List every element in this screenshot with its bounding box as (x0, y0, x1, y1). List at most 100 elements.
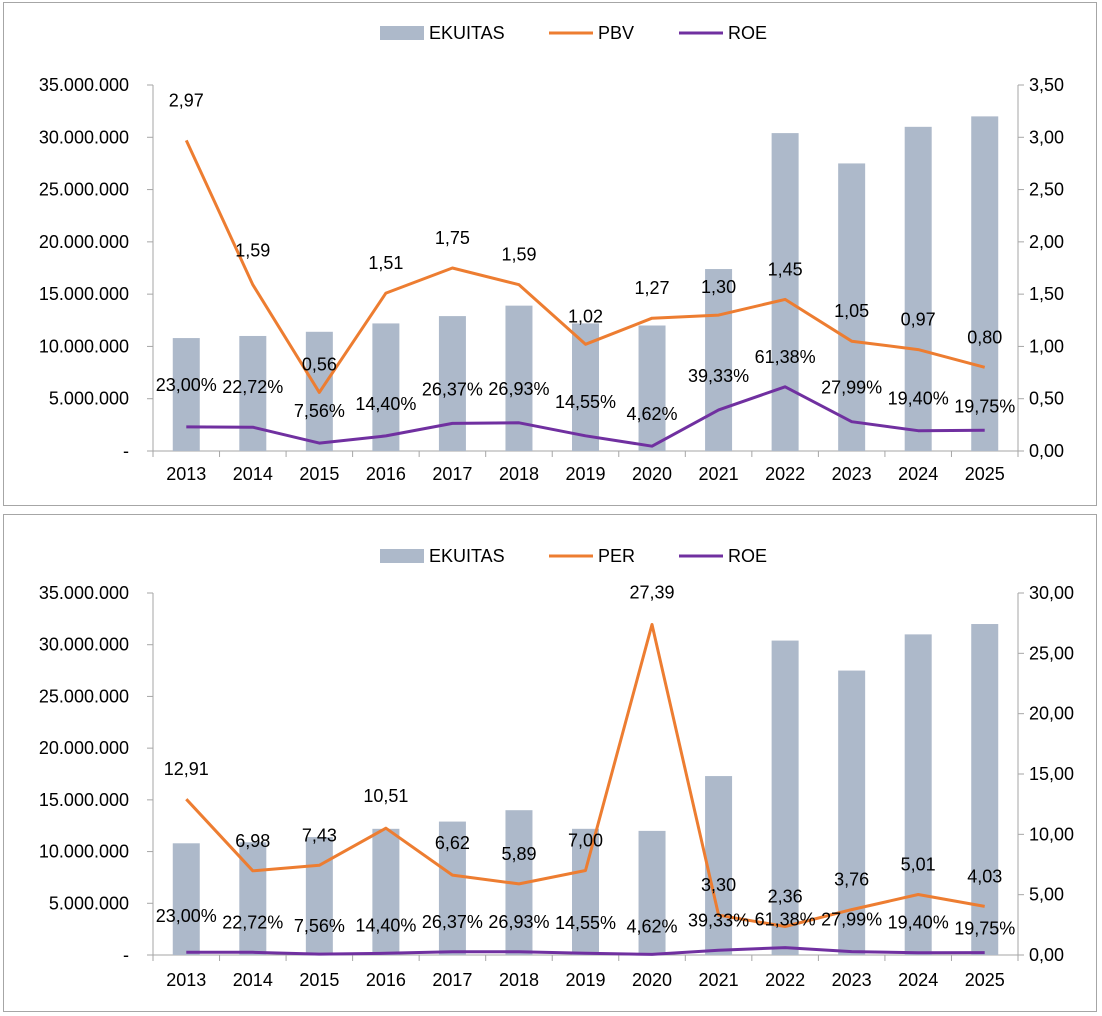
data-label-pbv: 1,51 (368, 253, 403, 273)
data-label-per: 3,30 (701, 875, 736, 895)
bar-ekuitas (572, 828, 599, 955)
x-axis-tick-label: 2022 (765, 464, 805, 484)
data-label-pbv: 0,97 (901, 310, 936, 330)
data-label-per: 6,98 (235, 831, 270, 851)
legend-label-per: PER (598, 546, 635, 566)
data-label-per: 7,00 (568, 831, 603, 851)
right-axis-tick-label: 25,00 (1029, 643, 1074, 663)
left-axis-tick-label: 25.000.000 (39, 180, 129, 200)
x-axis-tick-label: 2020 (632, 464, 672, 484)
left-axis-tick-label: 25.000.000 (39, 686, 129, 706)
left-axis-tick-label: 15.000.000 (39, 284, 129, 304)
line-pbv (184, 139, 986, 394)
data-label-roe: 61,38% (755, 347, 816, 367)
data-label-roe: 19,40% (888, 913, 949, 933)
data-label-pbv: 1,27 (635, 278, 670, 298)
x-axis-tick-label: 2022 (765, 970, 805, 990)
left-axis-tick-label: 30.000.000 (39, 127, 129, 147)
data-label-roe: 61,38% (755, 910, 816, 930)
bar-ekuitas (438, 316, 466, 451)
bar-ekuitas (638, 325, 666, 451)
bar-ekuitas (638, 830, 666, 955)
data-label-pbv: 1,59 (501, 245, 536, 265)
data-label-pbv: 1,75 (435, 228, 470, 248)
bar-ekuitas (705, 776, 733, 955)
data-label-per: 4,03 (967, 866, 1002, 886)
x-axis-tick-label: 2018 (499, 970, 539, 990)
data-label-roe: 22,72% (222, 912, 283, 932)
data-label-roe: 26,37% (422, 379, 483, 399)
left-axis-tick-label: 10.000.000 (39, 842, 129, 862)
right-axis-tick-label: 0,00 (1029, 441, 1064, 461)
x-axis-tick-label: 2014 (233, 970, 273, 990)
data-label-roe: 27,99% (821, 910, 882, 930)
data-label-per: 27,39 (630, 582, 675, 602)
left-axis-tick-label: - (123, 441, 129, 461)
x-axis-tick-label: 2024 (898, 970, 938, 990)
left-axis-tick-label: 5.000.000 (49, 389, 129, 409)
bar-ekuitas (305, 837, 333, 955)
x-axis-tick-label: 2020 (632, 970, 672, 990)
right-axis-tick-label: 2,00 (1029, 232, 1064, 252)
x-axis-tick-label: 2025 (965, 970, 1005, 990)
data-label-per: 12,91 (164, 759, 209, 779)
x-axis-tick-label: 2018 (499, 464, 539, 484)
right-axis-tick-label: 20,00 (1029, 704, 1074, 724)
data-label-roe: 4,62% (627, 916, 678, 936)
bar-ekuitas (438, 821, 466, 955)
bar-ekuitas (771, 133, 799, 452)
left-axis-tick-label: 35.000.000 (39, 583, 129, 603)
right-axis-tick-label: 10,00 (1029, 824, 1074, 844)
data-label-roe: 4,62% (627, 404, 678, 424)
data-label-pbv: 1,59 (235, 241, 270, 261)
data-label-roe: 26,37% (422, 912, 483, 932)
x-axis-tick-label: 2023 (832, 970, 872, 990)
data-label-pbv: 1,45 (768, 259, 803, 279)
bar-ekuitas (904, 126, 932, 451)
line-roe (186, 946, 985, 956)
data-label-roe: 23,00% (156, 906, 217, 926)
left-axis-tick-label: 20.000.000 (39, 232, 129, 252)
data-label-roe: 27,99% (821, 378, 882, 398)
right-axis-tick-label: 3,00 (1029, 127, 1064, 147)
bar-ekuitas (239, 335, 267, 451)
left-axis-tick-label: - (123, 945, 129, 965)
bar-ekuitas (172, 338, 200, 451)
data-label-pbv: 1,30 (701, 277, 736, 297)
left-axis-tick-label: 5.000.000 (49, 893, 129, 913)
legend-label-ekuitas: EKUITAS (429, 546, 505, 566)
data-label-roe: 7,56% (294, 916, 345, 936)
left-axis-tick-label: 15.000.000 (39, 790, 129, 810)
x-axis-tick-label: 2017 (432, 464, 472, 484)
legend-swatch-ekuitas (380, 26, 424, 40)
right-axis-tick-label: 3,50 (1029, 75, 1064, 95)
data-label-roe: 19,40% (888, 389, 949, 409)
x-axis-tick-label: 2014 (233, 464, 273, 484)
right-axis-tick-label: 0,50 (1029, 389, 1064, 409)
data-label-roe: 7,56% (294, 401, 345, 421)
x-axis-tick-label: 2025 (965, 464, 1005, 484)
data-label-roe: 39,33% (688, 366, 749, 386)
chart-panel-per: - 5.000.000 10.000.000 15.000.000 20.000.000… (3, 514, 1097, 1012)
x-axis-tick-label: 2019 (565, 970, 605, 990)
data-label-roe: 26,93% (488, 379, 549, 399)
line-roe (186, 385, 985, 448)
x-axis-tick-label: 2013 (166, 970, 206, 990)
data-label-pbv: 2,97 (169, 90, 204, 110)
chart-pbv-roe: - 5.000.000 10.000.000 15.000.000 20.000.000… (39, 23, 1064, 484)
data-label-pbv: 0,80 (967, 327, 1002, 347)
x-axis-tick-label: 2016 (366, 970, 406, 990)
data-label-per: 10,51 (363, 786, 408, 806)
data-label-roe: 14,40% (355, 394, 416, 414)
bar-ekuitas (372, 828, 400, 955)
x-axis-tick-label: 2016 (366, 464, 406, 484)
bar-ekuitas (372, 323, 400, 451)
left-axis-tick-label: 20.000.000 (39, 738, 129, 758)
bar-ekuitas (838, 163, 866, 451)
right-axis-tick-label: 30,00 (1029, 583, 1074, 603)
data-label-roe: 14,55% (555, 913, 616, 933)
x-axis-tick-label: 2021 (699, 464, 739, 484)
bar-ekuitas (971, 624, 999, 955)
data-label-per: 5,89 (501, 844, 536, 864)
data-label-per: 6,62 (435, 833, 470, 853)
